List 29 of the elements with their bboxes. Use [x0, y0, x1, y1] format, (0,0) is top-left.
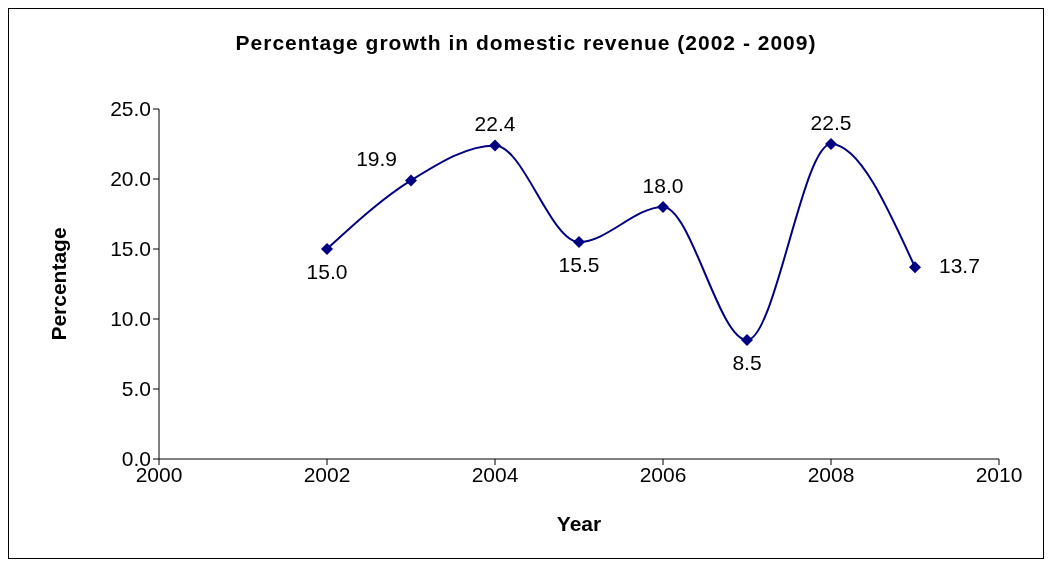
data-label: 22.5	[810, 111, 852, 134]
x-tick-label: 2004	[471, 462, 519, 486]
data-label: 15.5	[558, 253, 600, 276]
point	[573, 236, 585, 248]
point	[321, 243, 333, 255]
data-label: 8.5	[732, 351, 762, 374]
y-tick-label: 15.0	[110, 237, 151, 261]
data-label: 22.4	[474, 112, 516, 136]
point	[489, 139, 501, 152]
point	[825, 138, 837, 150]
x-tick-label: 2002	[303, 462, 351, 486]
point	[909, 261, 921, 274]
chart-title: Percentage growth in domestic revenue (2002 - 2009)	[234, 31, 818, 55]
point	[741, 334, 753, 346]
y-tick-label: 5.0	[121, 377, 151, 401]
x-axis-title: Year	[556, 512, 602, 535]
point	[405, 174, 417, 187]
x-tick-label: 2010	[975, 462, 1023, 486]
data-label: 19.9	[356, 147, 397, 171]
data-label: 15.0	[306, 260, 348, 283]
y-tick-label: 20.0	[110, 167, 151, 191]
x-tick-label: 2008	[807, 462, 855, 486]
y-tick-label: 10.0	[110, 307, 151, 331]
y-axis-title: Percentage	[47, 227, 71, 341]
data-label: 18.0	[642, 174, 684, 197]
point	[657, 201, 669, 213]
data-label: 13.7	[939, 254, 980, 278]
x-tick-label: 2006	[639, 462, 687, 486]
y-tick-label: 25.0	[110, 97, 151, 121]
